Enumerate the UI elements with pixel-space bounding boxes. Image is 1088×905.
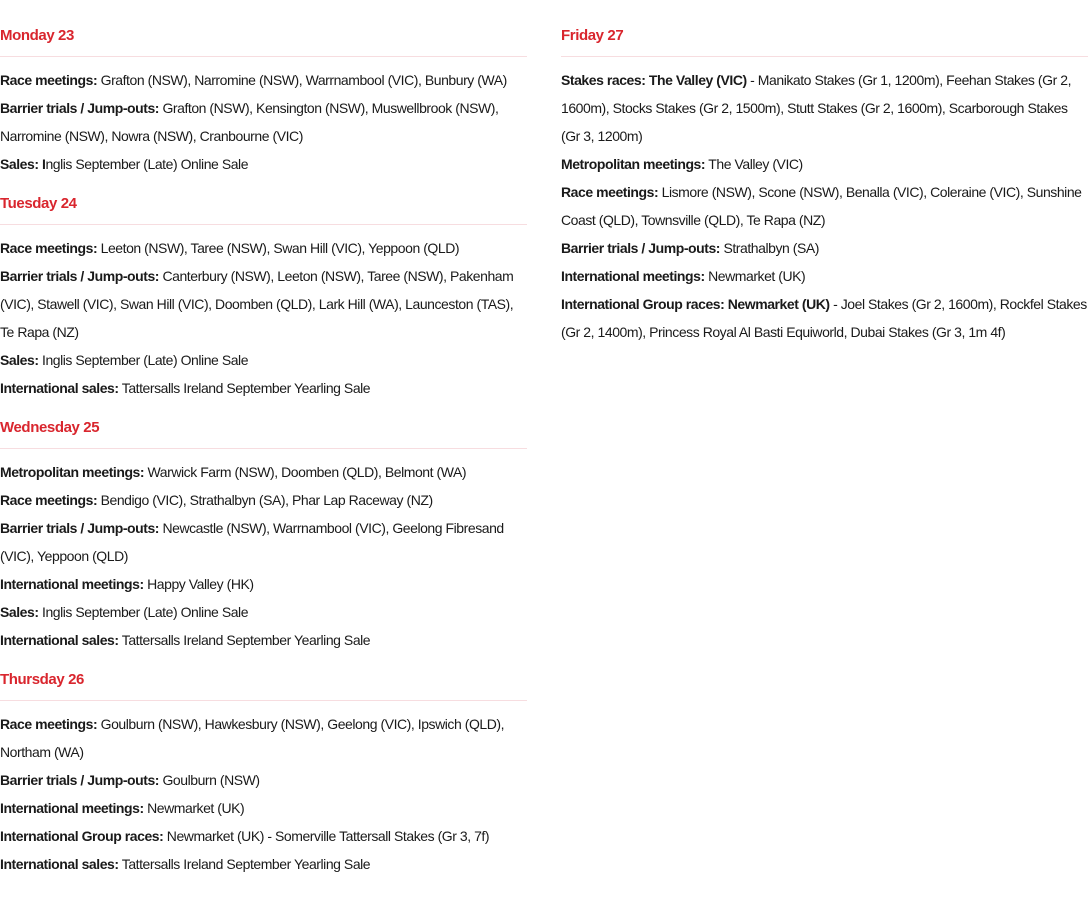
event-category-label: Barrier trials / Jump-outs: xyxy=(0,100,160,116)
divider xyxy=(0,700,527,701)
event-details: Grafton (NSW), Narromine (NSW), Warrnamb… xyxy=(97,72,508,88)
event-details: Tattersalls Ireland September Yearling S… xyxy=(118,632,371,648)
event-details: Grafton (NSW), Kensington (NSW), Muswell… xyxy=(0,100,499,144)
event-category-label: Barrier trials / Jump-outs: xyxy=(0,268,160,284)
event-category-label: Race meetings: xyxy=(0,492,98,508)
day-heading: Monday 23 xyxy=(0,27,74,44)
event-entry: International meetings: Newmarket (UK) xyxy=(561,262,1088,290)
event-entry: International sales: Tattersalls Ireland… xyxy=(0,374,527,402)
event-entry: Race meetings: Grafton (NSW), Narromine … xyxy=(0,66,527,94)
event-category-label: Barrier trials / Jump-outs: xyxy=(0,772,160,788)
event-category-label: Sales: xyxy=(0,352,39,368)
event-details: nglis September (Late) Online Sale xyxy=(45,156,249,172)
event-category-label: Race meetings: xyxy=(0,72,98,88)
divider xyxy=(0,448,527,449)
event-entry: International meetings: Happy Valley (HK… xyxy=(0,570,527,598)
event-entry: Race meetings: Bendigo (VIC), Strathalby… xyxy=(0,486,527,514)
event-category-label: Stakes races: The Valley (VIC) xyxy=(561,72,747,88)
event-entry: Metropolitan meetings: The Valley (VIC) xyxy=(561,150,1088,178)
day-section: Thursday 26 Race meetings: Goulburn (NSW)… xyxy=(0,666,527,878)
day-section: Wednesday 25 Metropolitan meetings: Warwi… xyxy=(0,414,527,654)
event-entry: International meetings: Newmarket (UK) xyxy=(0,794,527,822)
event-details: Bendigo (VIC), Strathalbyn (SA), Phar La… xyxy=(97,492,434,508)
event-entry: Barrier trials / Jump-outs: Strathalbyn … xyxy=(561,234,1088,262)
event-entry: Race meetings: Goulburn (NSW), Hawkesbur… xyxy=(0,710,527,766)
event-category-label: International meetings: xyxy=(561,268,705,284)
event-category-label: International meetings: xyxy=(0,576,144,592)
divider xyxy=(0,56,527,57)
day-section: Tuesday 24 Race meetings: Leeton (NSW), T… xyxy=(0,190,527,402)
event-category-label: International Group races: Newmarket (UK… xyxy=(561,296,830,312)
event-category-label: International sales: xyxy=(0,380,119,396)
event-category-label: International sales: xyxy=(0,856,119,872)
event-details: The Valley (VIC) xyxy=(705,156,803,172)
event-details: Tattersalls Ireland September Yearling S… xyxy=(118,856,371,872)
left-column: Monday 23 Race meetings: Grafton (NSW), N… xyxy=(0,22,527,890)
event-category-label: Barrier trials / Jump-outs: xyxy=(561,240,721,256)
event-details: Newcastle (NSW), Warrnambool (VIC), Geel… xyxy=(0,520,504,564)
event-details: Lismore (NSW), Scone (NSW), Benalla (VIC… xyxy=(561,184,1082,228)
event-details: Happy Valley (HK) xyxy=(143,576,254,592)
event-details: Goulburn (NSW) xyxy=(159,772,260,788)
day-heading: Tuesday 24 xyxy=(0,195,77,212)
event-details: Inglis September (Late) Online Sale xyxy=(38,352,249,368)
event-category-label: Sales: I xyxy=(0,156,46,172)
event-category-label: International Group races: xyxy=(0,828,164,844)
event-entry: Sales: Inglis September (Late) Online Sa… xyxy=(0,598,527,626)
right-column: Friday 27 Stakes races: The Valley (VIC) … xyxy=(561,22,1088,358)
event-category-label: Race meetings: xyxy=(561,184,659,200)
divider xyxy=(561,56,1088,57)
event-entry: International Group races: Newmarket (UK… xyxy=(561,290,1088,346)
event-category-label: International meetings: xyxy=(0,800,144,816)
event-entry: Race meetings: Lismore (NSW), Scone (NSW… xyxy=(561,178,1088,234)
event-category-label: Barrier trials / Jump-outs: xyxy=(0,520,160,536)
event-entry: Sales: Inglis September (Late) Online Sa… xyxy=(0,150,527,178)
event-details: Goulburn (NSW), Hawkesbury (NSW), Geelon… xyxy=(0,716,505,760)
event-category-label: Metropolitan meetings: xyxy=(561,156,706,172)
day-section: Friday 27 Stakes races: The Valley (VIC) … xyxy=(561,22,1088,346)
event-details: Canterbury (NSW), Leeton (NSW), Taree (N… xyxy=(0,268,514,340)
event-category-label: Sales: xyxy=(0,604,39,620)
event-entry: Barrier trials / Jump-outs: Canterbury (… xyxy=(0,262,527,346)
event-category-label: Race meetings: xyxy=(0,240,98,256)
day-heading: Thursday 26 xyxy=(0,671,84,688)
event-details: Newmarket (UK) xyxy=(704,268,806,284)
event-details: Leeton (NSW), Taree (NSW), Swan Hill (VI… xyxy=(97,240,460,256)
event-entry: Barrier trials / Jump-outs: Grafton (NSW… xyxy=(0,94,527,150)
event-details: - Manikato Stakes (Gr 1, 1200m), Feehan … xyxy=(561,72,1072,144)
event-category-label: Metropolitan meetings: xyxy=(0,464,145,480)
day-heading: Friday 27 xyxy=(561,27,624,44)
event-entry: Metropolitan meetings: Warwick Farm (NSW… xyxy=(0,458,527,486)
event-details: Warwick Farm (NSW), Doomben (QLD), Belmo… xyxy=(144,464,467,480)
event-entry: Barrier trials / Jump-outs: Goulburn (NS… xyxy=(0,766,527,794)
event-details: Newmarket (UK) - Somerville Tattersall S… xyxy=(163,828,490,844)
event-entry: International sales: Tattersalls Ireland… xyxy=(0,850,527,878)
event-details: Newmarket (UK) xyxy=(143,800,245,816)
event-entry: Stakes races: The Valley (VIC) - Manikat… xyxy=(561,66,1088,150)
event-details: Tattersalls Ireland September Yearling S… xyxy=(118,380,371,396)
event-entry: Race meetings: Leeton (NSW), Taree (NSW)… xyxy=(0,234,527,262)
event-details: Strathalbyn (SA) xyxy=(720,240,819,256)
event-details: Inglis September (Late) Online Sale xyxy=(38,604,249,620)
event-entry: International sales: Tattersalls Ireland… xyxy=(0,626,527,654)
event-category-label: Race meetings: xyxy=(0,716,98,732)
event-details: - Joel Stakes (Gr 2, 1600m), Rockfel Sta… xyxy=(561,296,1087,340)
event-entry: International Group races: Newmarket (UK… xyxy=(0,822,527,850)
day-heading: Wednesday 25 xyxy=(0,419,100,436)
event-entry: Sales: Inglis September (Late) Online Sa… xyxy=(0,346,527,374)
day-section: Monday 23 Race meetings: Grafton (NSW), N… xyxy=(0,22,527,178)
event-entry: Barrier trials / Jump-outs: Newcastle (N… xyxy=(0,514,527,570)
divider xyxy=(0,224,527,225)
event-category-label: International sales: xyxy=(0,632,119,648)
